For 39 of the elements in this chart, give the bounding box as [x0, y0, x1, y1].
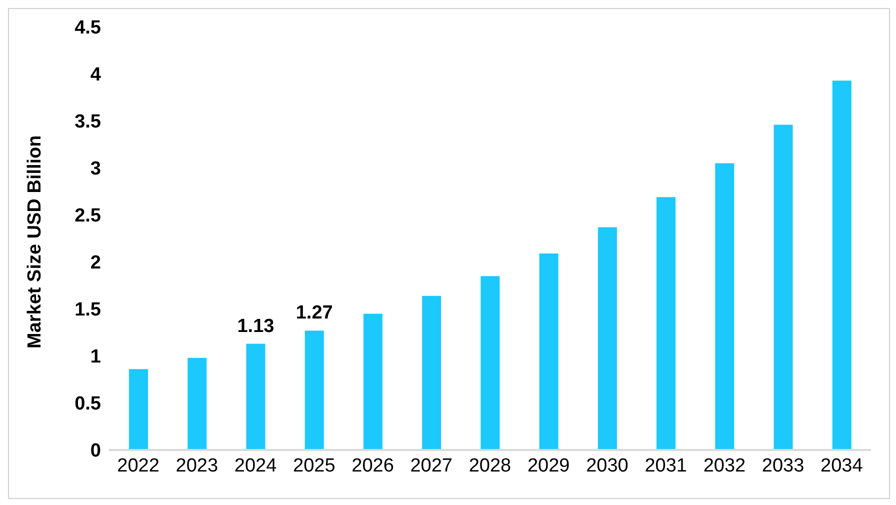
y-tick-label: 1: [90, 346, 102, 368]
y-tick-label: 3: [90, 158, 101, 180]
bar: [480, 276, 500, 450]
x-tick-label: 2032: [703, 455, 746, 476]
x-tick-label: 2031: [644, 455, 687, 476]
x-tick-label: 2030: [586, 455, 628, 476]
y-axis-title: Market Size USD Billion: [24, 135, 46, 348]
x-tick-label: 2026: [352, 455, 394, 476]
bar: [774, 124, 793, 450]
bar: [129, 369, 148, 450]
bar: [539, 254, 558, 450]
y-tick-label: 4.5: [74, 18, 102, 39]
x-tick-label: 2033: [762, 455, 804, 476]
y-tick-label: 3.5: [74, 112, 102, 133]
bar: [363, 314, 382, 450]
bar: [715, 163, 734, 450]
bar: [188, 358, 207, 450]
data-label: 1.27: [296, 302, 333, 324]
y-tick-label: 2: [90, 252, 101, 274]
x-tick-label: 2034: [820, 455, 864, 476]
x-tick-label: 2027: [410, 455, 453, 476]
y-tick-label: 4: [90, 64, 102, 86]
y-tick-label: 0: [90, 440, 101, 462]
x-tick-label: 2022: [117, 455, 160, 476]
bar: [304, 330, 324, 450]
x-tick-label: 2029: [527, 455, 570, 476]
y-tick-label: 0.5: [74, 394, 102, 415]
x-tick-label: 2028: [468, 455, 512, 476]
bar: [656, 197, 676, 450]
bar: [422, 296, 442, 450]
y-tick-label: 1.5: [74, 300, 102, 321]
x-tick-label: 2023: [176, 455, 218, 476]
x-tick-label: 2024: [234, 455, 278, 476]
bar: [832, 80, 852, 450]
x-tick-label: 2025: [293, 455, 336, 476]
bar: [246, 344, 266, 450]
bar: [598, 227, 617, 450]
data-label: 1.13: [237, 316, 274, 337]
y-tick-label: 2.5: [74, 206, 102, 227]
